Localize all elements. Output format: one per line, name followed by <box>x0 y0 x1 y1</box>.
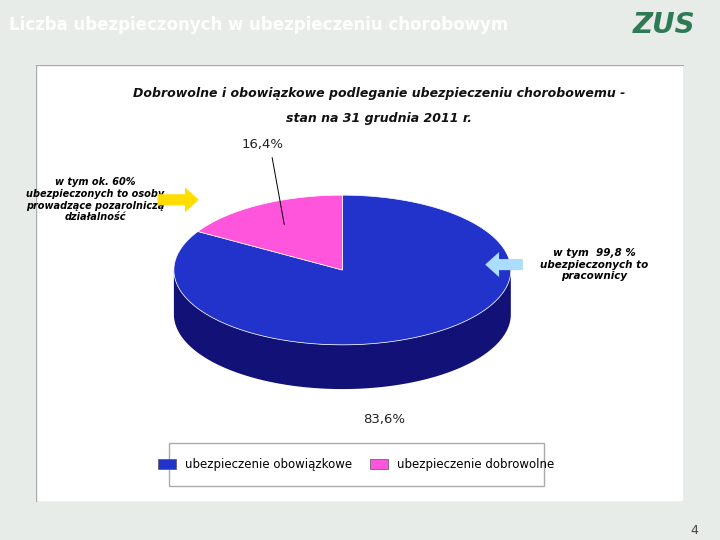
Text: Dobrowolne i obowiązkowe podleganie ubezpieczeniu chorobowemu -: Dobrowolne i obowiązkowe podleganie ubez… <box>133 87 626 100</box>
Text: Liczba ubezpieczonych w ubezpieczeniu chorobowym: Liczba ubezpieczonych w ubezpieczeniu ch… <box>9 16 508 34</box>
Polygon shape <box>174 195 510 345</box>
Text: w tym  99,8 %
ubezpieczonych to
pracownicy: w tym 99,8 % ubezpieczonych to pracownic… <box>540 248 648 281</box>
Polygon shape <box>174 271 510 389</box>
Text: ZUS: ZUS <box>633 11 696 39</box>
Text: 4: 4 <box>690 524 698 537</box>
FancyBboxPatch shape <box>169 443 544 486</box>
Text: stan na 31 grudnia 2011 r.: stan na 31 grudnia 2011 r. <box>287 112 472 125</box>
Polygon shape <box>198 195 343 270</box>
Text: w tym ok. 60%
ubezpieczonych to osoby
prowadzące pozarolniczą
działalność: w tym ok. 60% ubezpieczonych to osoby pr… <box>26 178 165 222</box>
Legend: ubezpieczenie obowiązkowe, ubezpieczenie dobrowolne: ubezpieczenie obowiązkowe, ubezpieczenie… <box>153 453 559 476</box>
Text: 16,4%: 16,4% <box>242 138 284 151</box>
FancyBboxPatch shape <box>36 65 684 502</box>
Text: 83,6%: 83,6% <box>364 413 405 426</box>
